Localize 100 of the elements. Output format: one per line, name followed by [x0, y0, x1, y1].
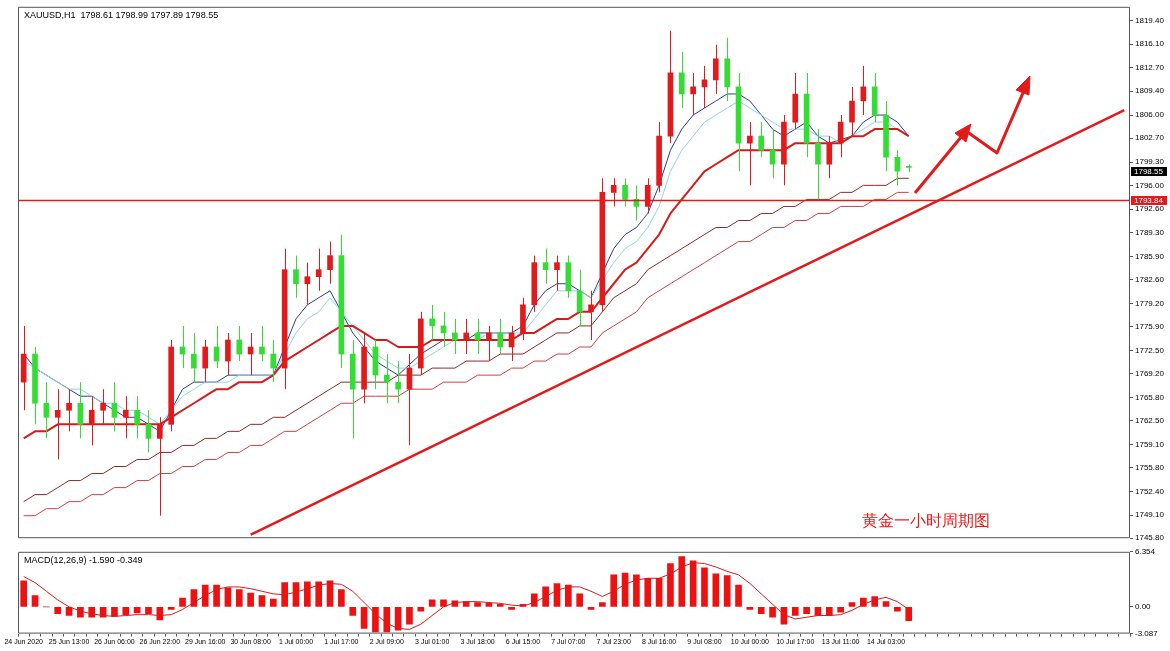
bar [610, 574, 618, 607]
bar [837, 607, 844, 613]
bar [485, 603, 493, 607]
bar [565, 584, 572, 607]
bar [304, 581, 311, 607]
candlestick [383, 353, 390, 404]
bar [247, 592, 254, 607]
y-tick-label: 1792.60 [1135, 204, 1165, 214]
candlestick [622, 177, 628, 207]
y-tick-label: 1779.20 [1135, 298, 1165, 308]
candlestick [43, 381, 50, 439]
bar [269, 598, 277, 607]
bar [633, 574, 640, 607]
candlestick [690, 72, 696, 116]
bar [167, 607, 175, 610]
bar [803, 607, 810, 615]
candlestick [145, 409, 152, 453]
bar [508, 607, 515, 610]
bar [644, 577, 652, 607]
bar [746, 607, 754, 610]
y-tick-label: 1796.00 [1135, 180, 1165, 190]
bar [712, 573, 720, 607]
y-tick-label: 1802.70 [1135, 133, 1165, 143]
bar [349, 607, 357, 616]
candlestick [202, 339, 209, 383]
candlestick [894, 149, 901, 186]
bar [122, 607, 130, 615]
bar [372, 607, 379, 633]
candlestick [747, 121, 753, 186]
y-tick-label: 1812.70 [1135, 63, 1165, 73]
y-tick-label: 1806.00 [1135, 110, 1165, 120]
y-tick-label: 1745.80 [1135, 533, 1165, 543]
bar [757, 607, 765, 615]
y-tick-label: 1765.80 [1135, 392, 1165, 402]
y-tick-label: 1809.40 [1135, 86, 1165, 96]
candlestick [304, 262, 311, 306]
candlestick [157, 416, 163, 517]
candlestick [111, 381, 118, 432]
bar [145, 607, 152, 615]
bar [281, 582, 288, 607]
candlestick [849, 86, 855, 137]
y-tick-label: 1819.40 [1135, 16, 1165, 26]
bar [235, 589, 243, 607]
candlestick [497, 318, 504, 355]
y-tick-label: 1762.50 [1135, 416, 1165, 426]
bar [201, 584, 209, 607]
bar [440, 599, 447, 607]
candlestick [270, 339, 277, 383]
bar [338, 589, 345, 607]
bar [587, 607, 595, 610]
y-tick-label: 1785.90 [1135, 251, 1165, 261]
y-tick-label: 1775.90 [1135, 321, 1165, 331]
candlestick [826, 135, 833, 179]
bar [258, 595, 266, 607]
bar [213, 584, 220, 607]
candlestick [315, 248, 322, 292]
candlestick [122, 395, 129, 439]
bar [667, 563, 674, 607]
candlestick [758, 121, 765, 158]
bar [31, 595, 39, 607]
bar [894, 607, 901, 612]
bar [576, 593, 583, 607]
candlestick [452, 318, 458, 355]
bar [723, 575, 731, 607]
candlestick [554, 255, 560, 292]
ref-line-label: 1793.84 [1134, 195, 1164, 205]
y-tick-label: 1749.10 [1135, 510, 1165, 520]
candlestick [815, 128, 821, 200]
bar [417, 607, 425, 612]
candlestick [486, 325, 492, 362]
bar [474, 602, 481, 607]
bar [496, 603, 504, 607]
candlestick [236, 325, 243, 362]
bar [905, 607, 913, 622]
y-tick-label: 1759.10 [1135, 439, 1165, 449]
y-tick-label: 0.00 [1135, 602, 1152, 612]
y-tick-label: 1752.40 [1135, 487, 1165, 497]
chart-title: XAUUSD,H1 1798.61 1798.99 1797.89 1798.55 [24, 9, 219, 20]
candlestick [293, 255, 299, 299]
bar [848, 602, 856, 607]
candlestick [54, 388, 61, 460]
candlestick [713, 44, 719, 95]
y-tick-label: 1816.10 [1135, 39, 1165, 49]
bar [701, 567, 708, 607]
y-tick-label: 1769.20 [1135, 368, 1165, 378]
bar [735, 584, 742, 607]
bar [542, 586, 549, 607]
y-tick-label: 6.354 [1135, 547, 1156, 556]
bar [315, 581, 323, 607]
candlestick [327, 241, 333, 285]
candlestick [100, 388, 106, 425]
candlestick [678, 51, 685, 109]
bar [406, 607, 413, 625]
candlestick [134, 395, 140, 439]
y-tick-label: -3.087 [1135, 628, 1159, 638]
bar [20, 580, 27, 607]
y-tick-label: 1755.80 [1135, 463, 1165, 473]
y-tick-label: 1799.30 [1135, 157, 1165, 167]
candlestick [769, 128, 776, 179]
bar [882, 601, 890, 607]
